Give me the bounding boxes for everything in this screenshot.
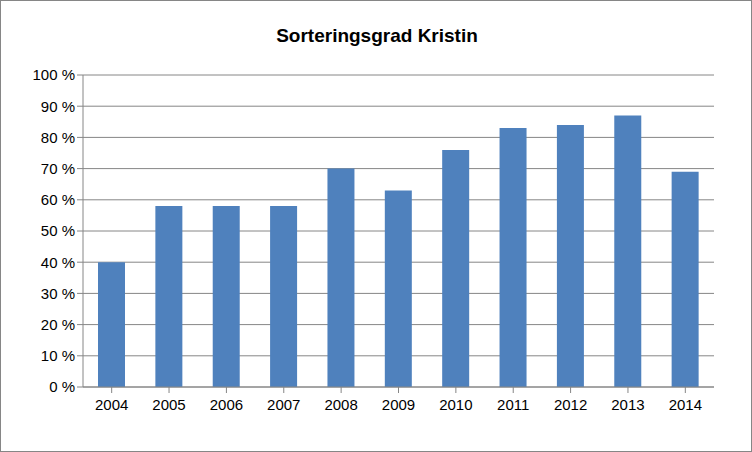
svg-text:2013: 2013 [611, 396, 644, 413]
svg-text:2004: 2004 [95, 396, 128, 413]
svg-text:2014: 2014 [669, 396, 702, 413]
svg-text:70 %: 70 % [41, 160, 75, 177]
svg-text:2009: 2009 [382, 396, 415, 413]
svg-text:2011: 2011 [497, 396, 529, 413]
svg-text:10 %: 10 % [41, 347, 75, 364]
svg-text:100 %: 100 % [32, 66, 75, 83]
svg-text:40 %: 40 % [41, 254, 75, 271]
svg-text:60 %: 60 % [41, 191, 75, 208]
svg-text:20 %: 20 % [41, 316, 75, 333]
svg-text:2012: 2012 [554, 396, 587, 413]
svg-text:90 %: 90 % [41, 98, 75, 115]
svg-text:2007: 2007 [267, 396, 300, 413]
html-text:Sorteringsgrad Kristin: Sorteringsgrad Kristin [276, 25, 478, 46]
svg-text:50 %: 50 % [41, 222, 75, 239]
svg-text:2005: 2005 [152, 396, 185, 413]
svg-text:0 %: 0 % [49, 378, 75, 395]
svg-text:2008: 2008 [324, 396, 357, 413]
svg-text:2006: 2006 [210, 396, 243, 413]
svg-text:80 %: 80 % [41, 129, 75, 146]
svg-text:2010: 2010 [439, 396, 472, 413]
svg-text:30 %: 30 % [41, 285, 75, 302]
